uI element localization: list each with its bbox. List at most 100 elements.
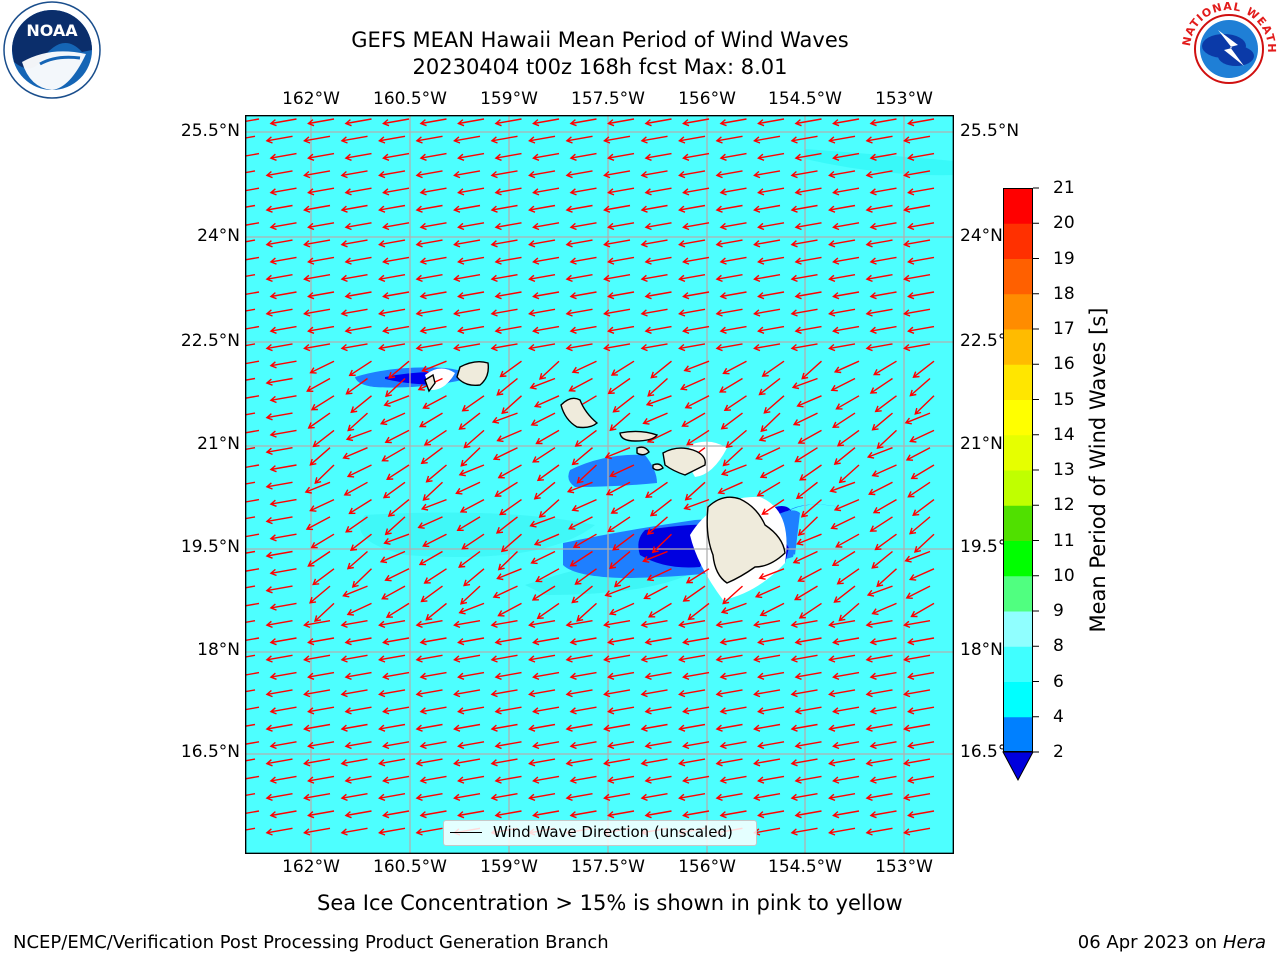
- wave-direction-arrow: [378, 204, 406, 213]
- wave-direction-arrow: [832, 325, 860, 334]
- wave-direction-arrow: [646, 516, 668, 535]
- wave-direction-arrow: [828, 135, 856, 144]
- wave-direction-arrow: [569, 291, 597, 300]
- colorbar-tick-label: 6: [1053, 671, 1064, 692]
- wave-direction-arrow: [494, 741, 522, 750]
- wave-direction-arrow: [453, 308, 481, 317]
- wave-direction-arrow: [532, 187, 560, 196]
- colorbar-tick-label: 17: [1053, 319, 1075, 339]
- wave-direction-arrow: [303, 654, 331, 663]
- wave-direction-arrow: [903, 308, 931, 317]
- kahoolawe-island: [652, 463, 664, 471]
- top-lon-tick: 157.5°W: [571, 89, 645, 109]
- wave-direction-arrow: [532, 706, 560, 715]
- colorbar-segment: [1003, 223, 1033, 259]
- wave-direction-arrow: [415, 723, 443, 732]
- bottom-lon-tick: 159°W: [480, 857, 538, 877]
- wave-direction-arrow: [269, 291, 297, 300]
- top-lon-tick: 160.5°W: [373, 89, 447, 109]
- wave-direction-arrow: [565, 654, 593, 663]
- colorbar-under-extension: [1002, 751, 1034, 782]
- wave-direction-arrow: [640, 274, 668, 283]
- wave-direction-arrow: [644, 775, 672, 784]
- wave-direction-arrow: [684, 395, 710, 409]
- wave-direction-arrow: [797, 429, 822, 444]
- wave-direction-arrow: [346, 602, 372, 616]
- right-lat-tick: 24°N: [960, 226, 1003, 246]
- wave-direction-arrow: [531, 585, 556, 601]
- wave-direction-arrow: [603, 723, 631, 732]
- wave-direction-arrow: [383, 395, 410, 407]
- wave-direction-arrow: [415, 827, 443, 836]
- wave-direction-arrow: [757, 118, 785, 127]
- wave-direction-arrow: [384, 516, 406, 536]
- wave-direction-arrow: [309, 498, 335, 512]
- wave-direction-arrow: [874, 533, 897, 551]
- wave-direction-arrow: [453, 793, 481, 802]
- wave-direction-arrow: [347, 412, 368, 432]
- wave-direction-arrow: [457, 152, 485, 161]
- wave-direction-arrow: [790, 689, 818, 698]
- wave-direction-arrow: [423, 568, 447, 584]
- wave-direction-arrow: [903, 204, 931, 213]
- wave-direction-arrow: [265, 481, 293, 490]
- wave-direction-arrow: [265, 239, 293, 248]
- wave-direction-arrow: [340, 827, 368, 836]
- noaa-logo: NOAA: [3, 1, 101, 99]
- wave-direction-arrow: [569, 222, 597, 231]
- wave-direction-arrow: [303, 723, 331, 732]
- wave-direction-arrow: [682, 637, 710, 646]
- wave-direction-arrow: [907, 706, 935, 715]
- colorbar-segment: [1003, 646, 1033, 682]
- wave-direction-arrow: [265, 758, 293, 767]
- wave-direction-arrow: [415, 308, 443, 317]
- wave-direction-arrow: [831, 550, 856, 567]
- colorbar-segment: [1003, 188, 1033, 224]
- wave-direction-arrow: [753, 689, 781, 698]
- wave-direction-arrow: [684, 481, 706, 501]
- wave-direction-arrow: [833, 360, 860, 374]
- wave-direction-arrow: [790, 135, 818, 144]
- wave-direction-arrow: [458, 602, 485, 615]
- bottom-lon-tick: 153°W: [875, 857, 933, 877]
- sea-ice-note: Sea Ice Concentration > 15% is shown in …: [317, 891, 903, 915]
- wave-direction-arrow: [419, 706, 447, 715]
- wave-direction-arrow: [533, 395, 560, 408]
- wave-direction-arrow: [572, 533, 597, 548]
- wave-direction-arrow: [415, 170, 443, 179]
- wave-direction-arrow: [303, 239, 331, 248]
- wave-direction-arrow: [494, 187, 522, 196]
- wave-direction-arrow: [307, 706, 335, 715]
- wave-direction-arrow: [603, 204, 631, 213]
- wave-direction-arrow: [757, 222, 785, 231]
- wave-direction-arrow: [640, 620, 668, 629]
- wave-direction-arrow: [865, 827, 893, 836]
- wave-direction-arrow: [833, 447, 856, 465]
- colorbar-tick-label: 12: [1053, 495, 1075, 516]
- wave-direction-arrow: [419, 637, 447, 646]
- wave-direction-arrow: [644, 256, 672, 265]
- wave-direction-arrow: [245, 550, 256, 554]
- left-lat-tick: 25.5°N: [180, 121, 240, 141]
- wave-direction-arrow: [679, 377, 706, 391]
- wave-direction-arrow: [532, 775, 560, 784]
- wave-direction-arrow: [378, 654, 406, 663]
- wave-direction-arrow: [678, 135, 706, 144]
- wave-direction-arrow: [457, 810, 485, 819]
- wave-direction-arrow: [265, 516, 293, 525]
- wave-direction-arrow: [866, 585, 893, 597]
- wave-direction-arrow: [905, 447, 931, 461]
- wave-direction-arrow: [574, 568, 597, 585]
- wave-direction-arrow: [869, 377, 893, 394]
- wave-direction-arrow: [678, 239, 706, 248]
- wave-direction-arrow: [903, 793, 931, 802]
- wave-direction-arrow: [569, 775, 597, 784]
- wave-direction-arrow: [565, 689, 593, 698]
- wave-direction-arrow: [903, 170, 931, 179]
- wave-direction-arrow: [604, 447, 631, 460]
- wave-direction-arrow: [720, 464, 747, 477]
- wave-direction-arrow: [829, 481, 856, 493]
- wave-direction-arrow: [457, 671, 485, 680]
- wave-direction-arrow: [761, 360, 785, 377]
- wave-direction-arrow: [497, 602, 522, 617]
